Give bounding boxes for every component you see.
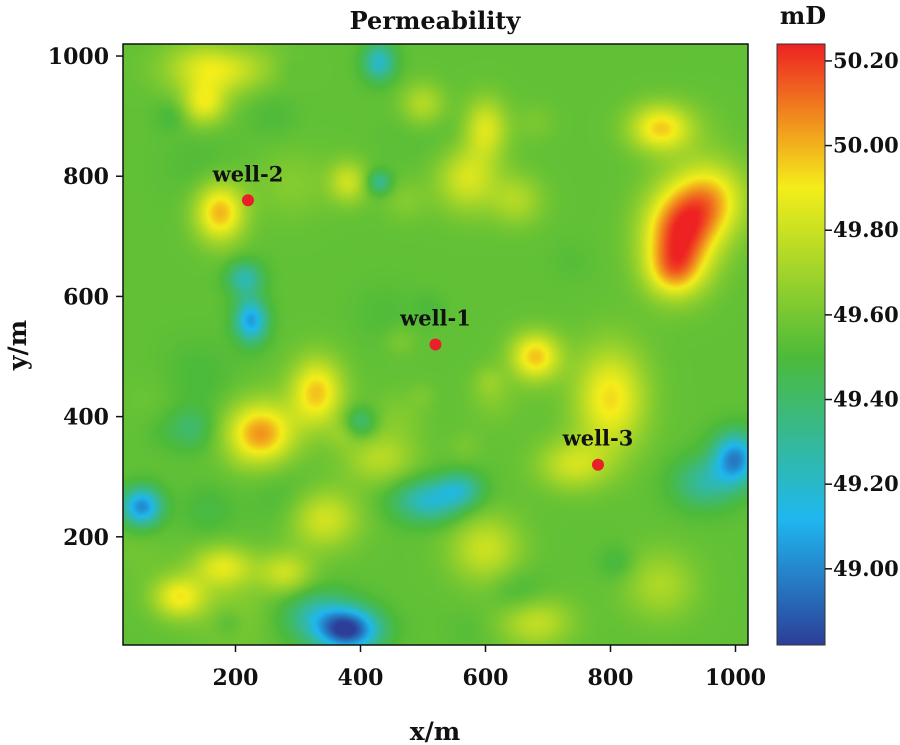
colorbar-tick-label: 49.20 (833, 471, 899, 496)
y-tick-label: 800 (63, 164, 109, 190)
colorbar-tick-label: 49.60 (833, 302, 899, 327)
colorbar-axis: 49.00 49.20 49.40 49.60 49.80 50.00 50.20 (825, 48, 899, 581)
colorbar-tick-label: 50.20 (833, 48, 899, 73)
well-marker (242, 194, 254, 207)
y-tick-label: 600 (63, 284, 109, 310)
chart-title: Permeability (350, 6, 522, 35)
y-tick-label: 1000 (48, 44, 109, 70)
x-tick-label: 1000 (705, 665, 766, 691)
y-axis-title: y/m (3, 320, 32, 371)
x-axis: 200 400 600 800 1000 (213, 645, 766, 691)
colorbar-tick-label: 49.00 (833, 556, 899, 581)
wells-layer: well-1 well-2 well-3 (212, 161, 634, 471)
x-tick-label: 600 (463, 665, 509, 691)
well-label: well-1 (399, 306, 471, 331)
colorbar-tick-label: 50.00 (833, 133, 899, 158)
plot-frame (122, 43, 749, 646)
y-axis: 200 400 600 800 1000 (48, 44, 123, 551)
x-tick-label: 200 (213, 665, 259, 691)
colorbar (776, 43, 826, 646)
well-label: well-3 (562, 426, 634, 451)
x-axis-title: x/m (410, 717, 461, 745)
well-marker (429, 338, 442, 351)
x-tick-label: 400 (338, 665, 384, 691)
x-tick-label: 800 (588, 665, 634, 691)
well-label: well-2 (212, 161, 284, 186)
colorbar-tick-label: 49.80 (833, 217, 899, 242)
colorbar-unit-label: mD (780, 1, 826, 30)
colorbar-tick-label: 49.40 (833, 387, 899, 412)
well-marker (592, 458, 604, 471)
y-tick-label: 200 (63, 525, 109, 551)
y-tick-label: 400 (63, 405, 109, 431)
